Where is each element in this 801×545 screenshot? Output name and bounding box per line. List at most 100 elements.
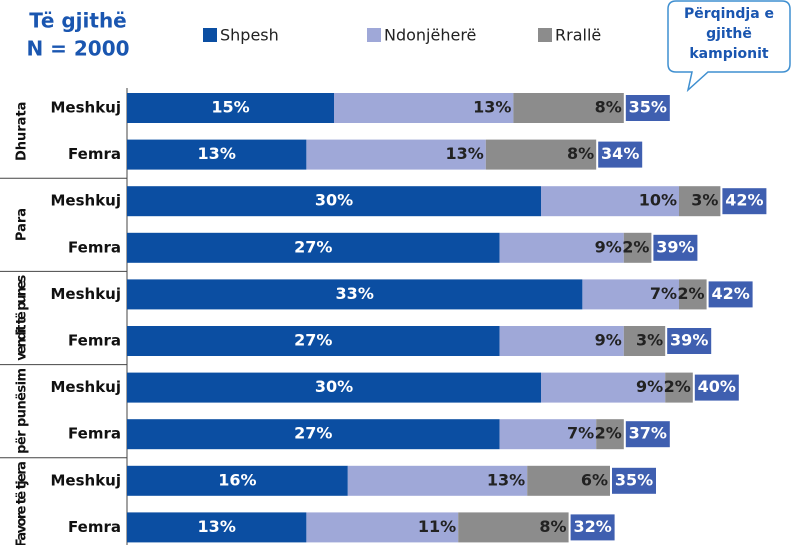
bar-segment [127, 372, 541, 403]
row-label: Meshkuj [50, 99, 121, 117]
bar-segment [306, 512, 459, 543]
value-label: 13% [487, 470, 525, 489]
bar-segment [527, 465, 610, 496]
value-label: 2% [677, 284, 704, 303]
total-label: 35% [629, 98, 667, 117]
bar-segment [127, 465, 348, 496]
total-box [708, 281, 753, 308]
value-label: 7% [567, 424, 594, 443]
value-label: 11% [418, 517, 456, 536]
value-label: 15% [211, 98, 249, 117]
total-label: 37% [629, 424, 667, 443]
total-box [653, 234, 698, 261]
total-box [570, 514, 615, 541]
value-label: 13% [446, 144, 484, 163]
total-label: 34% [601, 144, 639, 163]
value-label: 8% [595, 98, 622, 117]
callout-text: Përqindja e [684, 6, 774, 22]
legend-swatch [367, 28, 381, 42]
bar-segment [458, 512, 569, 543]
total-label: 42% [711, 284, 749, 303]
row-label: Femra [68, 518, 121, 536]
value-label: 16% [218, 470, 256, 489]
callout-bubble [667, 0, 791, 93]
legend-label: Ndonjëherë [384, 26, 476, 45]
total-box [625, 421, 670, 448]
value-label: 30% [315, 377, 353, 396]
group-label: Para [15, 208, 30, 241]
bar-segment [499, 419, 597, 450]
bar-segment [623, 326, 666, 356]
bar-segment [499, 326, 624, 356]
bar-segment [306, 139, 486, 170]
bar-segment [541, 372, 666, 403]
value-label: 9% [636, 377, 663, 396]
legend-label: Shpesh [220, 26, 279, 45]
value-label: 8% [567, 144, 594, 163]
callout-text: kampionit [689, 46, 769, 62]
value-label: 27% [294, 331, 332, 350]
group-label: për punësim [15, 368, 30, 454]
total-box [625, 95, 670, 121]
bar-segment [596, 419, 624, 450]
callout-text: gjithë [706, 26, 752, 42]
bar-segment [127, 186, 541, 217]
bar-segment [623, 232, 652, 263]
value-label: 2% [622, 237, 649, 256]
chart-subtitle: N = 2000 [26, 37, 129, 61]
value-label: 27% [294, 237, 332, 256]
value-label: 2% [595, 424, 622, 443]
value-label: 7% [650, 284, 677, 303]
total-box [667, 328, 712, 354]
group-label: Dhurata [15, 102, 30, 161]
row-label: Femra [68, 145, 121, 163]
value-label: 9% [595, 331, 622, 350]
total-label: 39% [670, 331, 708, 350]
total-box [612, 467, 656, 494]
value-label: 3% [691, 191, 718, 210]
bar-segment [679, 186, 721, 217]
value-label: 2% [664, 377, 691, 396]
value-label: 10% [639, 191, 677, 210]
bar-segment [499, 232, 624, 263]
value-label: 33% [336, 284, 374, 303]
bar-segment [334, 93, 514, 123]
value-label: 9% [595, 237, 622, 256]
bar-segment [127, 512, 307, 543]
row-label: Meshkuj [50, 285, 121, 303]
value-label: 30% [315, 191, 353, 210]
bar-segment [127, 93, 334, 123]
chart-title: Të gjithë [29, 9, 127, 33]
row-label: Femra [68, 238, 121, 256]
bar-segment [127, 279, 583, 310]
bar-segment [582, 279, 679, 310]
value-label: 3% [636, 331, 663, 350]
legend-label: Rrallë [555, 26, 601, 45]
total-label: 40% [698, 377, 736, 396]
value-label: 8% [539, 517, 566, 536]
bar-segment [347, 465, 528, 496]
group-label: Favore të tjera [15, 461, 30, 545]
value-label: 6% [581, 470, 608, 489]
group-label: vendit të punes [15, 274, 30, 360]
bar-segment [679, 279, 707, 310]
bar-segment [485, 139, 597, 170]
total-label: 32% [573, 517, 611, 536]
bar-segment [665, 372, 693, 403]
bar-segment [541, 186, 679, 217]
row-label: Meshkuj [50, 378, 121, 396]
row-label: Femra [68, 425, 121, 443]
bar-segment [513, 93, 624, 123]
value-label: 27% [294, 424, 332, 443]
row-label: Femra [68, 332, 121, 350]
total-label: 35% [615, 470, 653, 489]
total-box [598, 141, 643, 168]
total-label: 39% [656, 237, 694, 256]
bar-segment [127, 326, 500, 356]
value-label: 13% [198, 144, 236, 163]
total-box [722, 188, 767, 215]
legend-swatch [538, 28, 552, 42]
row-label: Meshkuj [50, 192, 121, 210]
legend-swatch [203, 28, 217, 42]
